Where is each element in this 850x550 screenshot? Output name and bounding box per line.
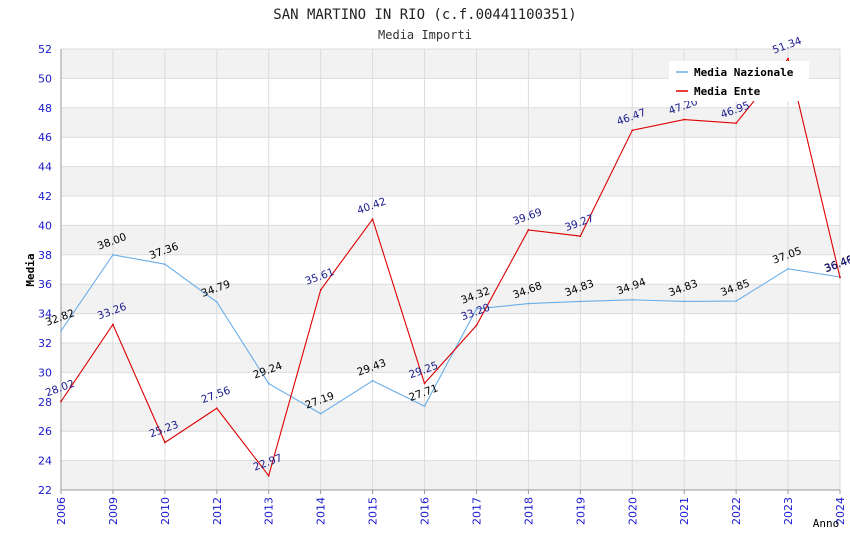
data-point	[527, 302, 530, 305]
x-tick-label: 2009	[107, 497, 120, 525]
y-tick-label: 52	[38, 43, 52, 56]
band	[61, 401, 840, 432]
y-tick-label: 38	[38, 249, 52, 262]
x-tick-label: 2015	[367, 497, 380, 525]
data-point	[475, 307, 478, 310]
y-tick-label: 34	[38, 308, 52, 321]
data-point	[735, 122, 738, 125]
data-point	[631, 129, 634, 132]
data-point	[423, 405, 426, 407]
y-tick-label: 30	[38, 366, 52, 379]
x-tick-label: 2006	[55, 497, 68, 525]
band	[61, 372, 840, 402]
data-point	[215, 301, 218, 303]
band	[61, 107, 840, 138]
data-point	[839, 276, 841, 279]
series-lines	[60, 57, 841, 477]
x-tick-label: 2010	[159, 497, 172, 525]
data-point	[787, 267, 789, 270]
legend-box	[669, 61, 809, 101]
y-tick-label: 24	[38, 455, 52, 468]
band	[61, 166, 840, 196]
data-point	[60, 330, 62, 332]
data-point	[579, 300, 582, 303]
data-point	[112, 253, 114, 256]
y-tick-label: 36	[38, 278, 52, 291]
data-point	[163, 263, 166, 266]
data-point	[527, 229, 530, 231]
x-tick-label: 2016	[419, 497, 432, 525]
data-point	[579, 235, 582, 238]
band	[61, 254, 840, 285]
x-tick-labels: 2006 2009 2010 2012 2013 2014 2015 2016 2017 2018…	[55, 497, 847, 525]
y-tick-label: 32	[38, 337, 52, 350]
y-tick-label: 46	[38, 131, 52, 144]
data-point	[683, 118, 686, 121]
series-line-media-nazionale	[60, 254, 841, 415]
x-tick-label: 2024	[834, 497, 847, 525]
band	[61, 431, 840, 461]
data-point	[631, 298, 634, 301]
x-tick-label: 2019	[574, 497, 587, 525]
x-tick-label: 2017	[470, 497, 483, 525]
y-tick-label: 40	[38, 219, 52, 232]
x-tick-label: 2022	[730, 497, 743, 525]
series-line-media-ente	[60, 57, 841, 477]
axes	[60, 49, 840, 491]
legend: Media Nazionale Media Ente	[669, 61, 809, 101]
x-tick-label: 2020	[626, 497, 639, 525]
y-tick-labels: 22 24 26 28 30 32 34 36 38 40 42 44 46 48 50 52	[38, 43, 52, 497]
band	[61, 313, 840, 343]
y-tick-label: 26	[38, 425, 52, 438]
legend-entry: Media Nazionale	[694, 66, 794, 79]
x-tick-label: 2023	[782, 497, 795, 525]
data-point	[60, 400, 62, 403]
data-point	[112, 323, 114, 326]
y-tick-label: 42	[38, 190, 52, 203]
legend-entry: Media Ente	[694, 85, 761, 98]
band	[61, 284, 840, 314]
data-point	[787, 57, 789, 60]
band	[61, 137, 840, 167]
band	[61, 460, 840, 490]
x-tick-label: 2018	[522, 497, 535, 525]
data-point	[423, 382, 426, 385]
data-point	[215, 407, 218, 410]
data-point	[267, 382, 270, 385]
y-tick-label: 44	[38, 161, 52, 174]
y-tick-label: 28	[38, 396, 52, 409]
data-point	[735, 300, 738, 303]
y-tick-label: 48	[38, 102, 52, 115]
data-point	[371, 218, 374, 221]
y-axis-label: Media	[24, 253, 37, 286]
x-axis-label: Anno	[813, 517, 840, 530]
data-point	[267, 474, 270, 477]
x-tick-label: 2014	[315, 497, 328, 525]
data-point	[683, 300, 686, 303]
data-point	[319, 289, 322, 291]
chart-title: SAN MARTINO IN RIO (c.f.00441100351)	[273, 7, 576, 23]
data-point	[371, 379, 374, 382]
x-tick-label: 2012	[211, 497, 224, 525]
band	[61, 196, 840, 226]
y-tick-label: 50	[38, 72, 52, 85]
x-tick-label: 2013	[263, 497, 276, 525]
y-tick-label: 22	[38, 484, 52, 497]
data-point	[319, 412, 322, 415]
x-tick-label: 2021	[678, 497, 691, 525]
chart-subtitle: Media Importi	[378, 28, 472, 42]
data-point	[475, 324, 478, 327]
band	[61, 225, 840, 255]
data-point	[163, 441, 166, 444]
